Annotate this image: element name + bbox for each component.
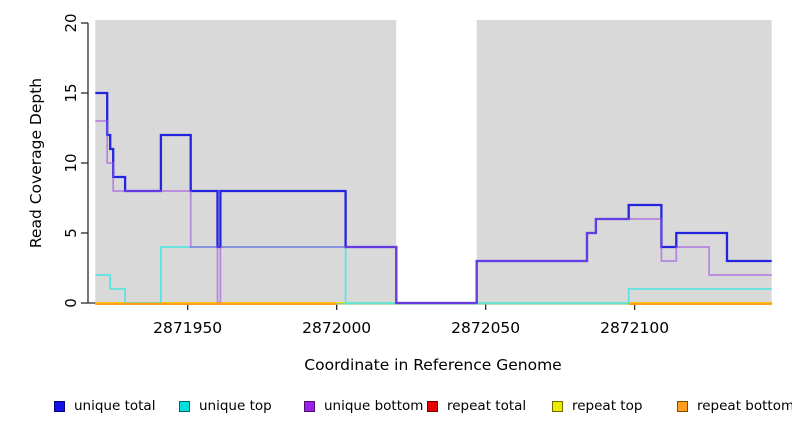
- x-tick-label: 2872000: [302, 319, 371, 337]
- y-tick-label: 10: [62, 153, 80, 172]
- x-tick-label: 2871950: [153, 319, 222, 337]
- x-tick-label: 2872050: [451, 319, 520, 337]
- y-tick-label: 20: [62, 13, 80, 32]
- x-axis-title: Coordinate in Reference Genome: [304, 356, 562, 374]
- series-unique-bottom: [95, 120, 772, 304]
- y-tick-label: 0: [62, 298, 80, 308]
- shaded-region: [476, 20, 772, 303]
- y-tick-label: 5: [62, 228, 80, 238]
- y-tick-label: 15: [62, 83, 80, 102]
- shaded-region: [95, 20, 397, 303]
- y-axis-title: Read Coverage Depth: [27, 77, 45, 249]
- x-tick-label: 2872100: [600, 319, 669, 337]
- series-unique-top: [95, 246, 772, 304]
